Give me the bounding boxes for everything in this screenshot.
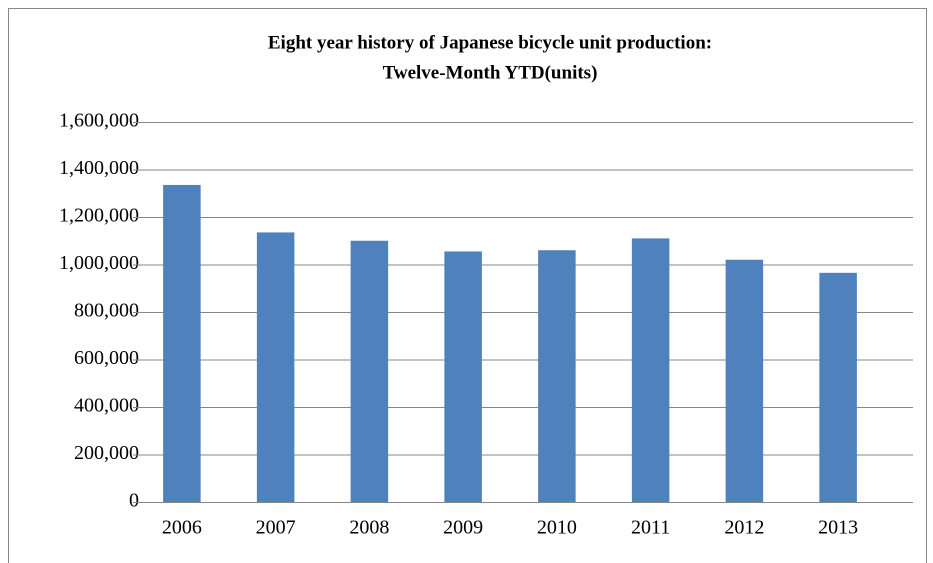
x-tick-label: 2008 — [349, 517, 389, 539]
bar — [819, 272, 857, 502]
bar — [631, 238, 670, 502]
x-tick-label: 2006 — [162, 517, 202, 539]
bar — [163, 184, 201, 502]
y-tick-label: 1,000,000 — [59, 252, 139, 274]
y-tick-label: 1,600,000 — [59, 110, 139, 132]
y-tick-label: 600,000 — [74, 347, 139, 369]
x-tick-label: 2007 — [256, 517, 296, 539]
bar — [538, 250, 576, 502]
bar — [444, 251, 482, 502]
bar — [350, 240, 389, 502]
y-tick-label: 400,000 — [74, 395, 139, 417]
chart-title: Twelve-Month YTD(units) — [383, 62, 598, 83]
y-tick-label: 0 — [129, 490, 139, 512]
x-tick-label: 2012 — [724, 517, 764, 539]
y-tick-label: 1,200,000 — [59, 205, 139, 227]
bar — [256, 232, 295, 502]
y-tick-label: 200,000 — [74, 442, 139, 464]
x-tick-label: 2013 — [818, 517, 858, 539]
chart-title: Eight year history of Japanese bicycle u… — [268, 32, 712, 53]
y-tick-label: 800,000 — [74, 300, 139, 322]
x-tick-label: 2009 — [443, 517, 483, 539]
y-tick-label: 1,400,000 — [59, 157, 139, 179]
x-tick-label: 2011 — [631, 517, 670, 539]
bar — [725, 259, 764, 502]
x-tick-label: 2010 — [537, 517, 577, 539]
